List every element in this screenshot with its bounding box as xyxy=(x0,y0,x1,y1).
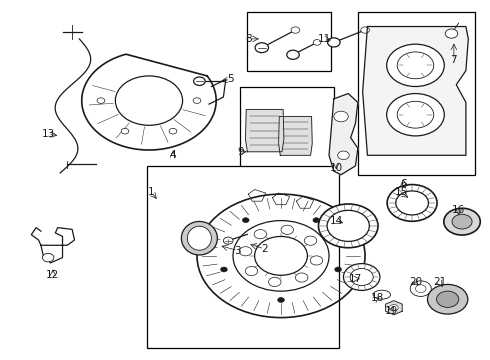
Text: 5: 5 xyxy=(227,75,234,85)
Text: 18: 18 xyxy=(370,293,384,303)
Circle shape xyxy=(269,277,281,287)
Circle shape xyxy=(115,76,183,125)
Circle shape xyxy=(169,129,177,134)
Circle shape xyxy=(243,218,249,222)
Circle shape xyxy=(223,237,233,244)
Circle shape xyxy=(387,185,437,221)
Text: 8: 8 xyxy=(245,34,252,44)
Text: 19: 19 xyxy=(385,306,398,315)
Circle shape xyxy=(444,208,480,235)
Circle shape xyxy=(387,44,444,86)
Circle shape xyxy=(194,77,205,85)
Circle shape xyxy=(318,204,378,248)
Circle shape xyxy=(327,210,369,242)
Circle shape xyxy=(220,267,227,272)
Circle shape xyxy=(254,230,267,239)
Ellipse shape xyxy=(373,290,391,299)
Bar xyxy=(240,86,334,221)
Text: 17: 17 xyxy=(349,274,362,284)
Circle shape xyxy=(387,94,444,136)
Circle shape xyxy=(452,214,472,229)
Circle shape xyxy=(427,284,468,314)
Circle shape xyxy=(121,129,129,134)
Text: 3: 3 xyxy=(235,246,241,256)
Ellipse shape xyxy=(181,221,218,255)
Text: 16: 16 xyxy=(452,205,466,215)
Circle shape xyxy=(343,264,380,291)
Circle shape xyxy=(396,191,428,215)
Circle shape xyxy=(361,27,369,33)
Circle shape xyxy=(287,50,299,59)
Circle shape xyxy=(193,98,201,103)
Bar xyxy=(147,166,339,348)
Circle shape xyxy=(350,269,373,285)
Polygon shape xyxy=(279,117,312,155)
Circle shape xyxy=(445,29,458,38)
Text: 15: 15 xyxy=(394,187,408,197)
Circle shape xyxy=(416,285,426,293)
Text: 6: 6 xyxy=(400,179,407,189)
Circle shape xyxy=(328,38,340,47)
Bar xyxy=(358,12,475,175)
Circle shape xyxy=(295,273,308,282)
Text: 2: 2 xyxy=(261,244,268,254)
Text: 21: 21 xyxy=(433,277,446,287)
Circle shape xyxy=(410,281,431,296)
Polygon shape xyxy=(245,109,284,152)
Circle shape xyxy=(338,151,349,159)
Circle shape xyxy=(278,297,284,302)
Polygon shape xyxy=(363,27,468,155)
Text: 9: 9 xyxy=(238,147,245,157)
Text: 12: 12 xyxy=(46,270,60,280)
Text: 20: 20 xyxy=(409,277,422,287)
Circle shape xyxy=(239,247,252,256)
Text: 10: 10 xyxy=(330,163,343,173)
Circle shape xyxy=(437,291,459,307)
Text: 14: 14 xyxy=(330,216,343,226)
Text: 7: 7 xyxy=(451,55,457,65)
Circle shape xyxy=(335,267,342,272)
Polygon shape xyxy=(386,301,402,315)
Text: 1: 1 xyxy=(148,187,155,197)
Circle shape xyxy=(291,27,300,33)
Circle shape xyxy=(42,253,54,262)
Text: 11: 11 xyxy=(318,34,331,44)
Circle shape xyxy=(281,225,294,234)
Text: 4: 4 xyxy=(170,150,176,160)
Circle shape xyxy=(255,43,269,53)
Text: 13: 13 xyxy=(42,129,55,139)
Bar xyxy=(247,12,331,71)
Circle shape xyxy=(310,256,323,265)
Circle shape xyxy=(313,218,319,222)
Circle shape xyxy=(334,111,348,122)
Circle shape xyxy=(304,236,317,245)
Circle shape xyxy=(97,98,105,103)
Polygon shape xyxy=(329,94,358,175)
Circle shape xyxy=(313,40,321,45)
Circle shape xyxy=(390,305,398,311)
Ellipse shape xyxy=(187,226,211,250)
Circle shape xyxy=(245,266,258,276)
